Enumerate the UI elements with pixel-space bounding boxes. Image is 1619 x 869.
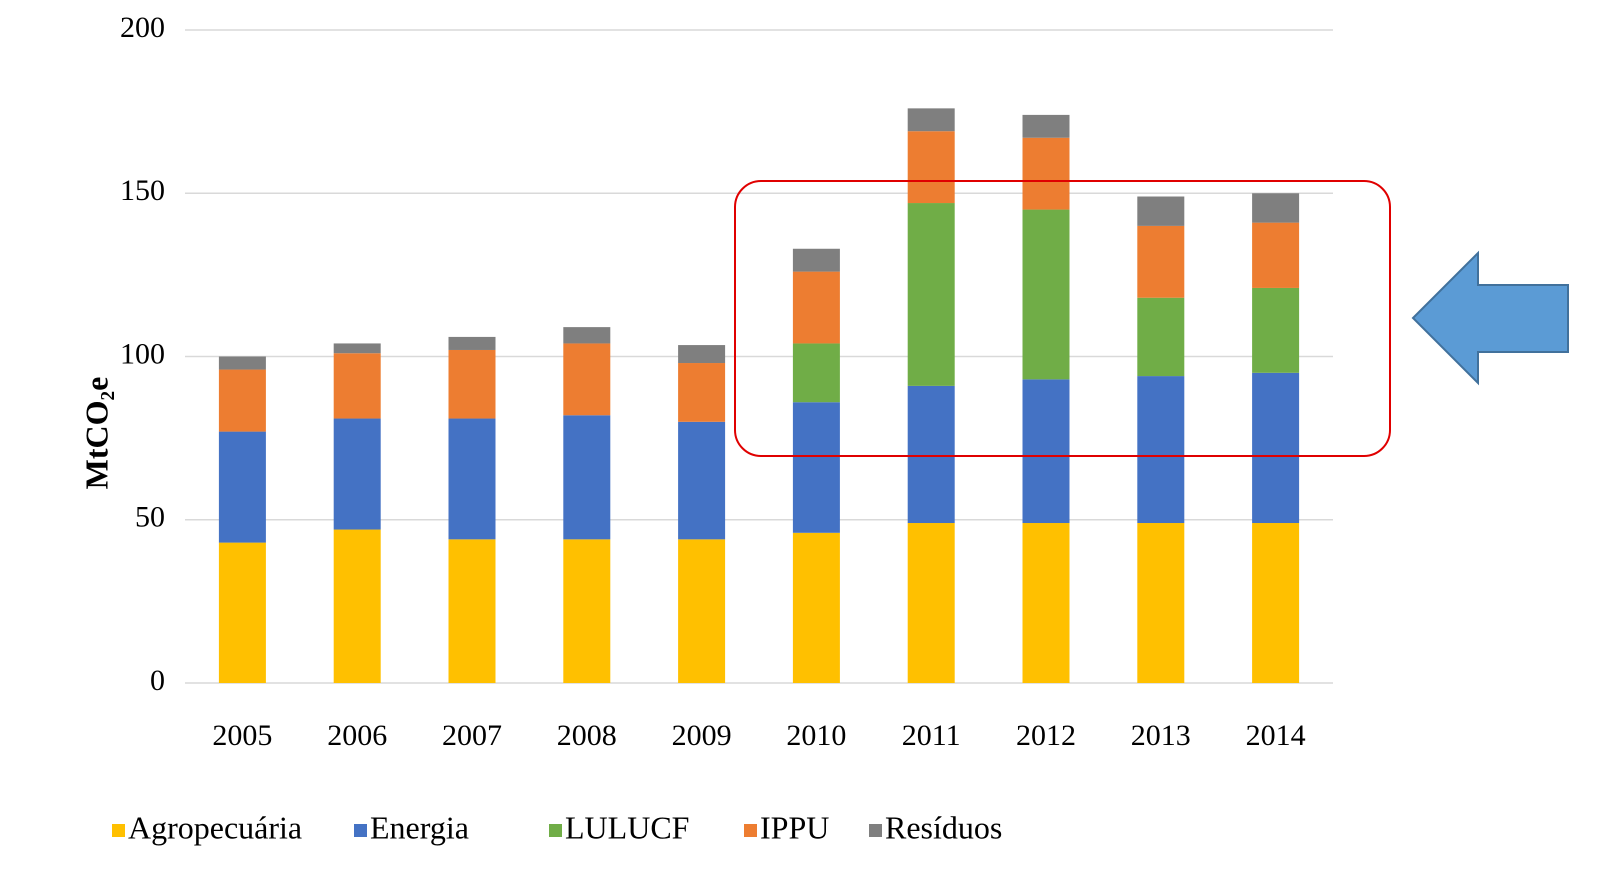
bar-segment [1252, 523, 1300, 683]
bar-segment [1022, 137, 1070, 210]
legend-label: IPPU [760, 809, 829, 845]
bar-segment [1252, 193, 1300, 223]
legend-label: Energia [370, 809, 469, 845]
y-tick-label: 100 [120, 337, 165, 370]
y-tick-label: 200 [120, 11, 165, 44]
bar-segment [563, 327, 611, 344]
bar-segment [1137, 523, 1185, 683]
legend-label: Resíduos [885, 809, 1002, 845]
bar-segment [678, 345, 726, 364]
bar-segment [907, 385, 955, 524]
bar-segment [1022, 379, 1070, 524]
x-tick-label: 2012 [1016, 719, 1076, 752]
x-tick-label: 2008 [557, 719, 617, 752]
bar-segment [678, 363, 726, 422]
bar-segment [1022, 523, 1070, 683]
legend-swatch [354, 824, 367, 837]
bar-segment [1022, 114, 1070, 138]
bar-segment [563, 539, 611, 683]
bar-segment [218, 356, 266, 370]
bar-segment [1137, 297, 1185, 377]
x-tick-label: 2013 [1131, 719, 1191, 752]
bar-segment [218, 369, 266, 432]
bar-segment [792, 343, 840, 403]
x-tick-label: 2005 [212, 719, 272, 752]
bar-segment [333, 353, 381, 419]
arrow [1411, 250, 1569, 386]
bar-segment [1137, 196, 1185, 226]
x-tick-label: 2007 [442, 719, 502, 752]
bar-segment [333, 529, 381, 683]
bar-segment [448, 418, 496, 540]
bar-segment [1137, 376, 1185, 524]
bar-segment [448, 336, 496, 350]
bar-segment [563, 343, 611, 416]
bar-segment [563, 415, 611, 540]
legend-swatch [112, 824, 125, 837]
bar-segment [1252, 372, 1300, 524]
x-tick-label: 2009 [672, 719, 732, 752]
legend-swatch [869, 824, 882, 837]
y-tick-label: 50 [135, 501, 165, 534]
legend-swatch [549, 824, 562, 837]
bar-segment [448, 539, 496, 683]
bar-segment [792, 532, 840, 683]
bar-segment [792, 402, 840, 533]
x-tick-label: 2006 [327, 719, 387, 752]
y-tick-label: 150 [120, 174, 165, 207]
bar-segment [333, 418, 381, 530]
highlight-box [734, 180, 1391, 457]
bar-segment [333, 343, 381, 354]
legend-label: Agropecuária [128, 809, 302, 845]
bar-segment [907, 131, 955, 204]
x-tick-label: 2011 [902, 719, 961, 752]
y-axis-label: MtCO₂e [78, 377, 114, 490]
bar-segment [1252, 222, 1300, 288]
bar-segment [218, 431, 266, 543]
bar-segment [792, 248, 840, 272]
bar-segment [907, 108, 955, 132]
x-tick-label: 2014 [1246, 719, 1306, 752]
y-tick-label: 0 [150, 664, 165, 697]
bar-segment [792, 271, 840, 344]
bar-segment [907, 523, 955, 683]
bar-segment [218, 542, 266, 683]
bar-segment [448, 349, 496, 419]
bar-segment [678, 421, 726, 540]
bar-segment [907, 203, 955, 386]
x-tick-label: 2010 [786, 719, 846, 752]
plot-area: 0 50 100 150 200 2005 2006 2007 2008 2009 2010 2011… [112, 11, 1333, 845]
legend-label: LULUCF [565, 809, 689, 845]
bar-segment [678, 539, 726, 683]
bar-segment [1252, 287, 1300, 373]
bar-segment [1022, 209, 1070, 380]
legend-swatch [744, 824, 757, 837]
bar-segment [1137, 225, 1185, 298]
